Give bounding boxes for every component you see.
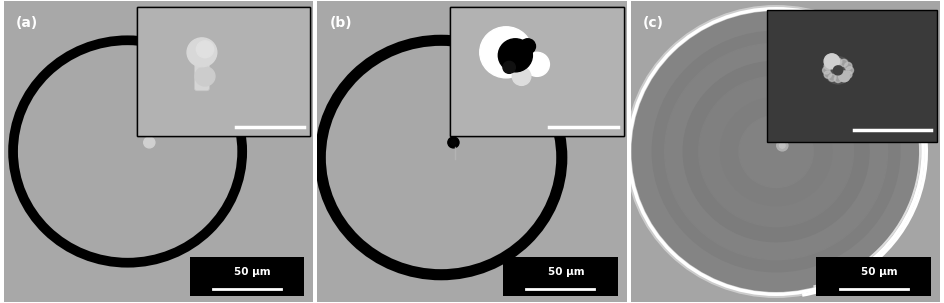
Circle shape [699,76,853,227]
Circle shape [840,59,848,67]
Bar [817,257,931,296]
Circle shape [834,75,842,82]
Circle shape [665,43,887,260]
Bar [190,257,304,296]
Circle shape [845,71,851,78]
Circle shape [829,74,835,82]
Circle shape [780,143,785,148]
Circle shape [187,38,217,67]
Bar [503,257,617,296]
Text: (b): (b) [329,16,352,30]
Text: (a): (a) [16,16,39,30]
Circle shape [838,71,850,82]
FancyBboxPatch shape [194,56,210,91]
Circle shape [503,61,515,73]
Circle shape [845,62,851,70]
Circle shape [652,31,900,272]
Circle shape [720,97,832,206]
Circle shape [683,61,869,242]
Circle shape [824,54,839,69]
Bar [450,7,624,136]
Circle shape [195,67,215,86]
Circle shape [824,62,832,70]
Text: 50 μm: 50 μm [861,267,898,277]
Circle shape [143,137,155,148]
Circle shape [824,57,852,84]
Circle shape [450,140,456,145]
Circle shape [447,137,459,148]
FancyBboxPatch shape [194,56,210,91]
Circle shape [739,115,814,188]
Circle shape [626,6,926,297]
Circle shape [195,67,215,86]
Text: (c): (c) [643,16,664,30]
Circle shape [834,58,842,65]
Circle shape [520,39,535,54]
Circle shape [824,71,832,78]
Bar [450,7,624,136]
Circle shape [846,67,853,74]
Circle shape [777,140,788,151]
Circle shape [632,12,920,291]
Circle shape [829,59,835,67]
Bar [137,7,311,136]
Circle shape [196,41,213,58]
Circle shape [525,52,549,76]
Circle shape [480,27,532,78]
Circle shape [187,38,217,67]
Bar [767,10,937,142]
Bar [137,7,311,136]
Circle shape [513,67,531,85]
Circle shape [196,41,213,58]
Circle shape [498,39,532,72]
Circle shape [834,66,843,75]
Circle shape [822,67,830,74]
Text: 50 μm: 50 μm [548,267,584,277]
Circle shape [840,74,848,82]
Text: 50 μm: 50 μm [234,267,271,277]
